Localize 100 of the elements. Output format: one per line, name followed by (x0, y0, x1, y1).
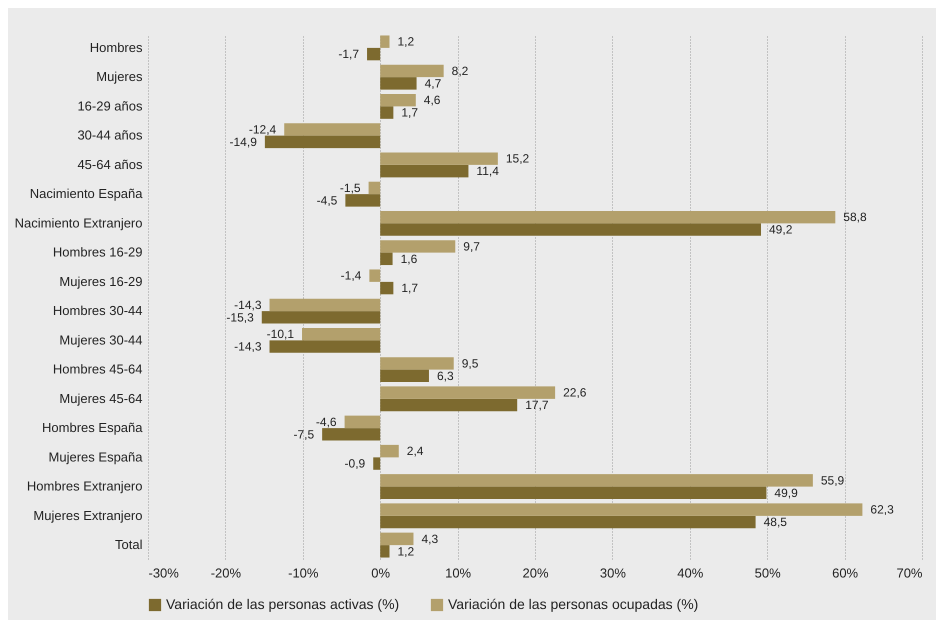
x-tick-label: 10% (445, 566, 472, 580)
data-label: -4,6 (316, 414, 337, 429)
y-tick-label: Mujeres 45-64 (59, 390, 142, 406)
y-tick-label: Hombres España (42, 420, 144, 436)
data-label: 49,9 (774, 486, 798, 500)
x-tick-label: 0% (371, 566, 391, 580)
bar (380, 252, 393, 266)
data-label: -14,9 (230, 134, 258, 149)
bar (302, 328, 380, 340)
bar (380, 398, 518, 412)
data-label: -10,1 (266, 327, 294, 342)
bar (380, 516, 756, 528)
bar (380, 152, 498, 165)
data-label: -1,5 (340, 180, 361, 195)
bar (380, 164, 468, 178)
bar (262, 311, 380, 324)
bar (380, 240, 456, 253)
bar (380, 64, 444, 78)
bar (380, 503, 862, 516)
x-tick-label: 40% (677, 566, 704, 580)
bar (380, 532, 414, 546)
bar (380, 223, 762, 236)
data-label: 49,2 (769, 222, 793, 237)
y-tick-label: Hombres (90, 40, 143, 55)
data-label: 1,6 (400, 252, 418, 266)
y-tick-label: Hombres 16-29 (52, 244, 142, 260)
y-tick-label: Hombres 45-64 (52, 362, 142, 377)
bar (380, 386, 556, 399)
bar (380, 370, 429, 382)
data-label: 55,9 (820, 473, 845, 488)
data-label: 9,7 (463, 239, 480, 254)
bar (380, 77, 417, 90)
data-label: 4,7 (424, 76, 442, 90)
data-label: -7,5 (293, 427, 314, 442)
bar (380, 545, 390, 558)
data-label: 6,3 (436, 368, 454, 383)
bar (380, 474, 813, 487)
data-label: 4,6 (424, 93, 441, 108)
x-tick-label: 30% (600, 566, 626, 580)
y-tick-label: Total (115, 537, 143, 552)
bar (322, 428, 380, 441)
data-label: 1,7 (401, 281, 418, 296)
data-label: 11,4 (476, 164, 500, 178)
y-tick-label: Mujeres 30-44 (59, 332, 142, 348)
data-label: 1,2 (397, 34, 414, 49)
y-tick-label: Hombres 30-44 (52, 303, 142, 318)
y-tick-label: Nacimiento España (30, 186, 144, 202)
data-label: 22,6 (563, 386, 587, 400)
x-tick-label: 20% (522, 566, 549, 580)
bar (270, 340, 380, 353)
y-tick-label: Mujeres España (48, 449, 144, 464)
bar (380, 94, 416, 106)
bar (368, 182, 380, 194)
data-label: 15,2 (506, 152, 530, 166)
data-label: -1,7 (338, 47, 360, 62)
y-tick-label: Hombres Extranjero (26, 478, 142, 494)
y-tick-label: Nacimiento Extranjero (14, 215, 142, 230)
bar (373, 457, 380, 470)
bar (264, 136, 380, 148)
bar (380, 282, 394, 294)
data-label: 4,3 (421, 532, 438, 546)
data-label: -14,3 (234, 340, 262, 354)
y-tick-label: 16-29 años (77, 98, 143, 114)
x-tick-label: -10% (288, 566, 319, 580)
bar (270, 298, 380, 312)
y-tick-label: Mujeres 16-29 (59, 274, 142, 289)
x-tick-label: 60% (832, 566, 859, 580)
bar (284, 123, 380, 136)
data-label: 17,7 (525, 398, 549, 412)
bar (380, 486, 766, 500)
x-tick-label: -20% (210, 566, 242, 580)
data-label: -4,5 (316, 193, 338, 208)
bar (369, 269, 380, 282)
data-label: 1,2 (397, 544, 414, 558)
bar (380, 35, 390, 48)
legend-label: Variación de las personas ocupadas (%) (448, 596, 698, 612)
bar (380, 357, 454, 370)
bar (380, 444, 399, 458)
data-label: 9,5 (462, 356, 479, 370)
y-tick-label: 30-44 años (77, 128, 143, 143)
data-label: -12,4 (248, 122, 277, 136)
data-label: -14,3 (234, 298, 262, 312)
y-tick-label: 45-64 años (77, 156, 143, 172)
data-label: 2,4 (406, 444, 424, 458)
bar (345, 194, 380, 207)
data-label: -1,4 (340, 268, 362, 283)
x-tick-label: 70% (896, 566, 923, 580)
data-label: 58,8 (843, 210, 867, 224)
data-label: -0,9 (344, 456, 366, 471)
y-tick-label: Mujeres (96, 69, 143, 84)
y-tick-label: Mujeres Extranjero (33, 508, 142, 523)
bar (380, 210, 836, 224)
data-label: 48,5 (764, 515, 788, 530)
x-tick-label: 50% (754, 566, 782, 580)
data-label: 8,2 (452, 64, 469, 78)
data-label: 1,7 (401, 106, 418, 120)
data-label: 62,3 (870, 502, 894, 517)
bar (344, 416, 380, 428)
x-tick-label: -30% (148, 566, 180, 580)
legend-label: Variación de las personas activas (%) (166, 596, 400, 612)
